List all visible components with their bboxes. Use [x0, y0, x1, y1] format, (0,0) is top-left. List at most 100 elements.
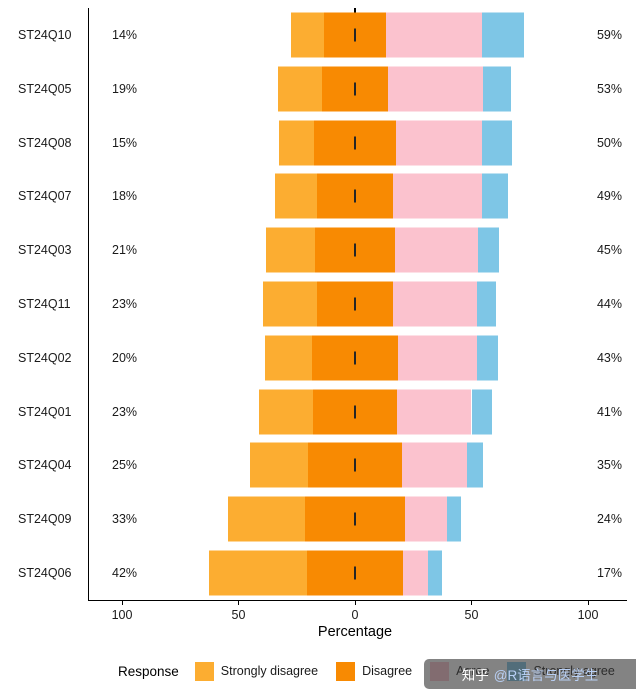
watermark-brand: 知乎	[461, 668, 489, 683]
bar-segment-strongly-agree	[477, 281, 496, 327]
item-label: ST24Q02	[18, 350, 72, 365]
high-percent-label: 45%	[596, 243, 622, 258]
item-label: ST24Q08	[18, 135, 72, 150]
item-label: ST24Q10	[18, 27, 72, 42]
likert-row: ST24Q03 21% 45%	[0, 223, 636, 277]
likert-row: ST24Q11 23% 44%	[0, 277, 636, 331]
likert-row: ST24Q07 18% 49%	[0, 169, 636, 223]
x-tick-mark	[354, 600, 356, 605]
bar-segment-strongly-agree	[478, 227, 500, 273]
low-percent-label: 42%	[112, 566, 138, 581]
low-percent-label: 18%	[112, 189, 138, 204]
likert-row: ST24Q04 25% 35%	[0, 439, 636, 493]
legend-item: Strongly disagree	[194, 661, 318, 681]
bar-segment-strongly-agree	[481, 12, 524, 58]
bar-segment-agree	[387, 66, 484, 112]
zero-reference-dash	[354, 297, 356, 311]
low-percent-label: 21%	[112, 243, 138, 258]
high-percent-label: 50%	[596, 135, 622, 150]
zero-tick-top	[354, 8, 356, 14]
zero-reference-dash	[354, 512, 356, 526]
item-label: ST24Q01	[18, 404, 72, 419]
high-percent-label: 49%	[596, 189, 622, 204]
zero-reference-dash	[354, 458, 356, 472]
zero-reference-dash	[354, 351, 356, 365]
bar-segment-strongly-disagree	[262, 281, 317, 327]
high-percent-label: 41%	[596, 404, 622, 419]
likert-row: ST24Q08 15% 50%	[0, 116, 636, 170]
x-tick-mark	[121, 600, 123, 605]
high-percent-label: 44%	[596, 296, 622, 311]
bar-segment-strongly-agree	[471, 389, 493, 435]
legend-title: Response	[118, 663, 179, 679]
bar-segment-strongly-disagree	[266, 227, 316, 273]
bar-segment-strongly-disagree	[279, 120, 315, 166]
likert-row: ST24Q02 20% 43%	[0, 331, 636, 385]
item-label: ST24Q07	[18, 189, 72, 204]
item-label: ST24Q09	[18, 512, 72, 527]
high-percent-label: 53%	[596, 81, 622, 96]
legend-entry-label: Disagree	[362, 664, 413, 678]
x-tick-label: 100	[577, 608, 599, 622]
bar-segment-strongly-agree	[477, 335, 499, 381]
bar-segment-agree	[402, 550, 429, 596]
watermark-handle: @R语言与医学生	[493, 668, 599, 683]
zero-reference-dash	[354, 405, 356, 419]
x-tick-mark	[238, 600, 239, 605]
watermark: 知乎 @R语言与医学生	[424, 659, 636, 689]
likert-row: ST24Q01 23% 41%	[0, 385, 636, 439]
zero-reference-dash	[354, 243, 356, 257]
bar-segment-strongly-disagree	[274, 173, 317, 219]
bar-segment-agree	[393, 173, 482, 219]
x-tick-label: 50	[231, 608, 246, 622]
bar-segment-strongly-disagree	[265, 335, 312, 381]
legend-item: Disagree	[336, 661, 413, 681]
bar-segment-agree	[395, 120, 482, 166]
zero-reference-dash	[354, 136, 356, 150]
zero-reference-dash	[354, 28, 356, 42]
item-label: ST24Q05	[18, 81, 72, 96]
bar-segment-agree	[405, 496, 448, 542]
high-percent-label: 59%	[596, 27, 622, 42]
x-tick-mark	[471, 600, 472, 605]
low-percent-label: 23%	[112, 296, 138, 311]
bar-segment-strongly-agree	[447, 496, 461, 542]
y-axis-line	[88, 8, 89, 601]
bar-segment-strongly-agree	[481, 173, 508, 219]
x-tick-mark	[587, 600, 589, 605]
bar-segment-strongly-disagree	[278, 66, 323, 112]
item-label: ST24Q04	[18, 458, 72, 473]
low-percent-label: 25%	[112, 458, 138, 473]
legend-swatch	[194, 661, 214, 681]
bar-segment-agree	[401, 442, 467, 488]
low-percent-label: 23%	[112, 404, 138, 419]
item-label: ST24Q11	[18, 296, 71, 311]
bar-segment-strongly-disagree	[290, 12, 324, 58]
zero-reference-dash	[354, 82, 356, 96]
likert-row: ST24Q10 14% 59%	[0, 8, 636, 62]
bar-segment-strongly-agree	[428, 550, 443, 596]
high-percent-label: 17%	[596, 566, 622, 581]
x-tick-label: 50	[464, 608, 479, 622]
x-tick-label: 0	[351, 608, 359, 622]
bar-segment-agree	[396, 389, 472, 435]
x-axis-title: Percentage	[317, 624, 393, 640]
bar-segment-strongly-agree	[466, 442, 484, 488]
high-percent-label: 43%	[596, 350, 622, 365]
zero-reference-dash	[354, 189, 356, 203]
item-label: ST24Q03	[18, 243, 72, 258]
likert-row: ST24Q06 42% 17%	[0, 546, 636, 600]
likert-row: ST24Q05 19% 53%	[0, 62, 636, 116]
bar-segment-strongly-agree	[481, 120, 513, 166]
bar-segment-strongly-disagree	[250, 442, 309, 488]
bar-segment-agree	[386, 12, 482, 58]
low-percent-label: 20%	[112, 350, 138, 365]
high-percent-label: 35%	[596, 458, 622, 473]
bar-segment-strongly-agree	[483, 66, 512, 112]
low-percent-label: 14%	[112, 27, 138, 42]
low-percent-label: 33%	[112, 512, 138, 527]
x-tick-label: 100	[111, 608, 133, 622]
low-percent-label: 19%	[112, 81, 138, 96]
bar-segment-agree	[393, 281, 478, 327]
